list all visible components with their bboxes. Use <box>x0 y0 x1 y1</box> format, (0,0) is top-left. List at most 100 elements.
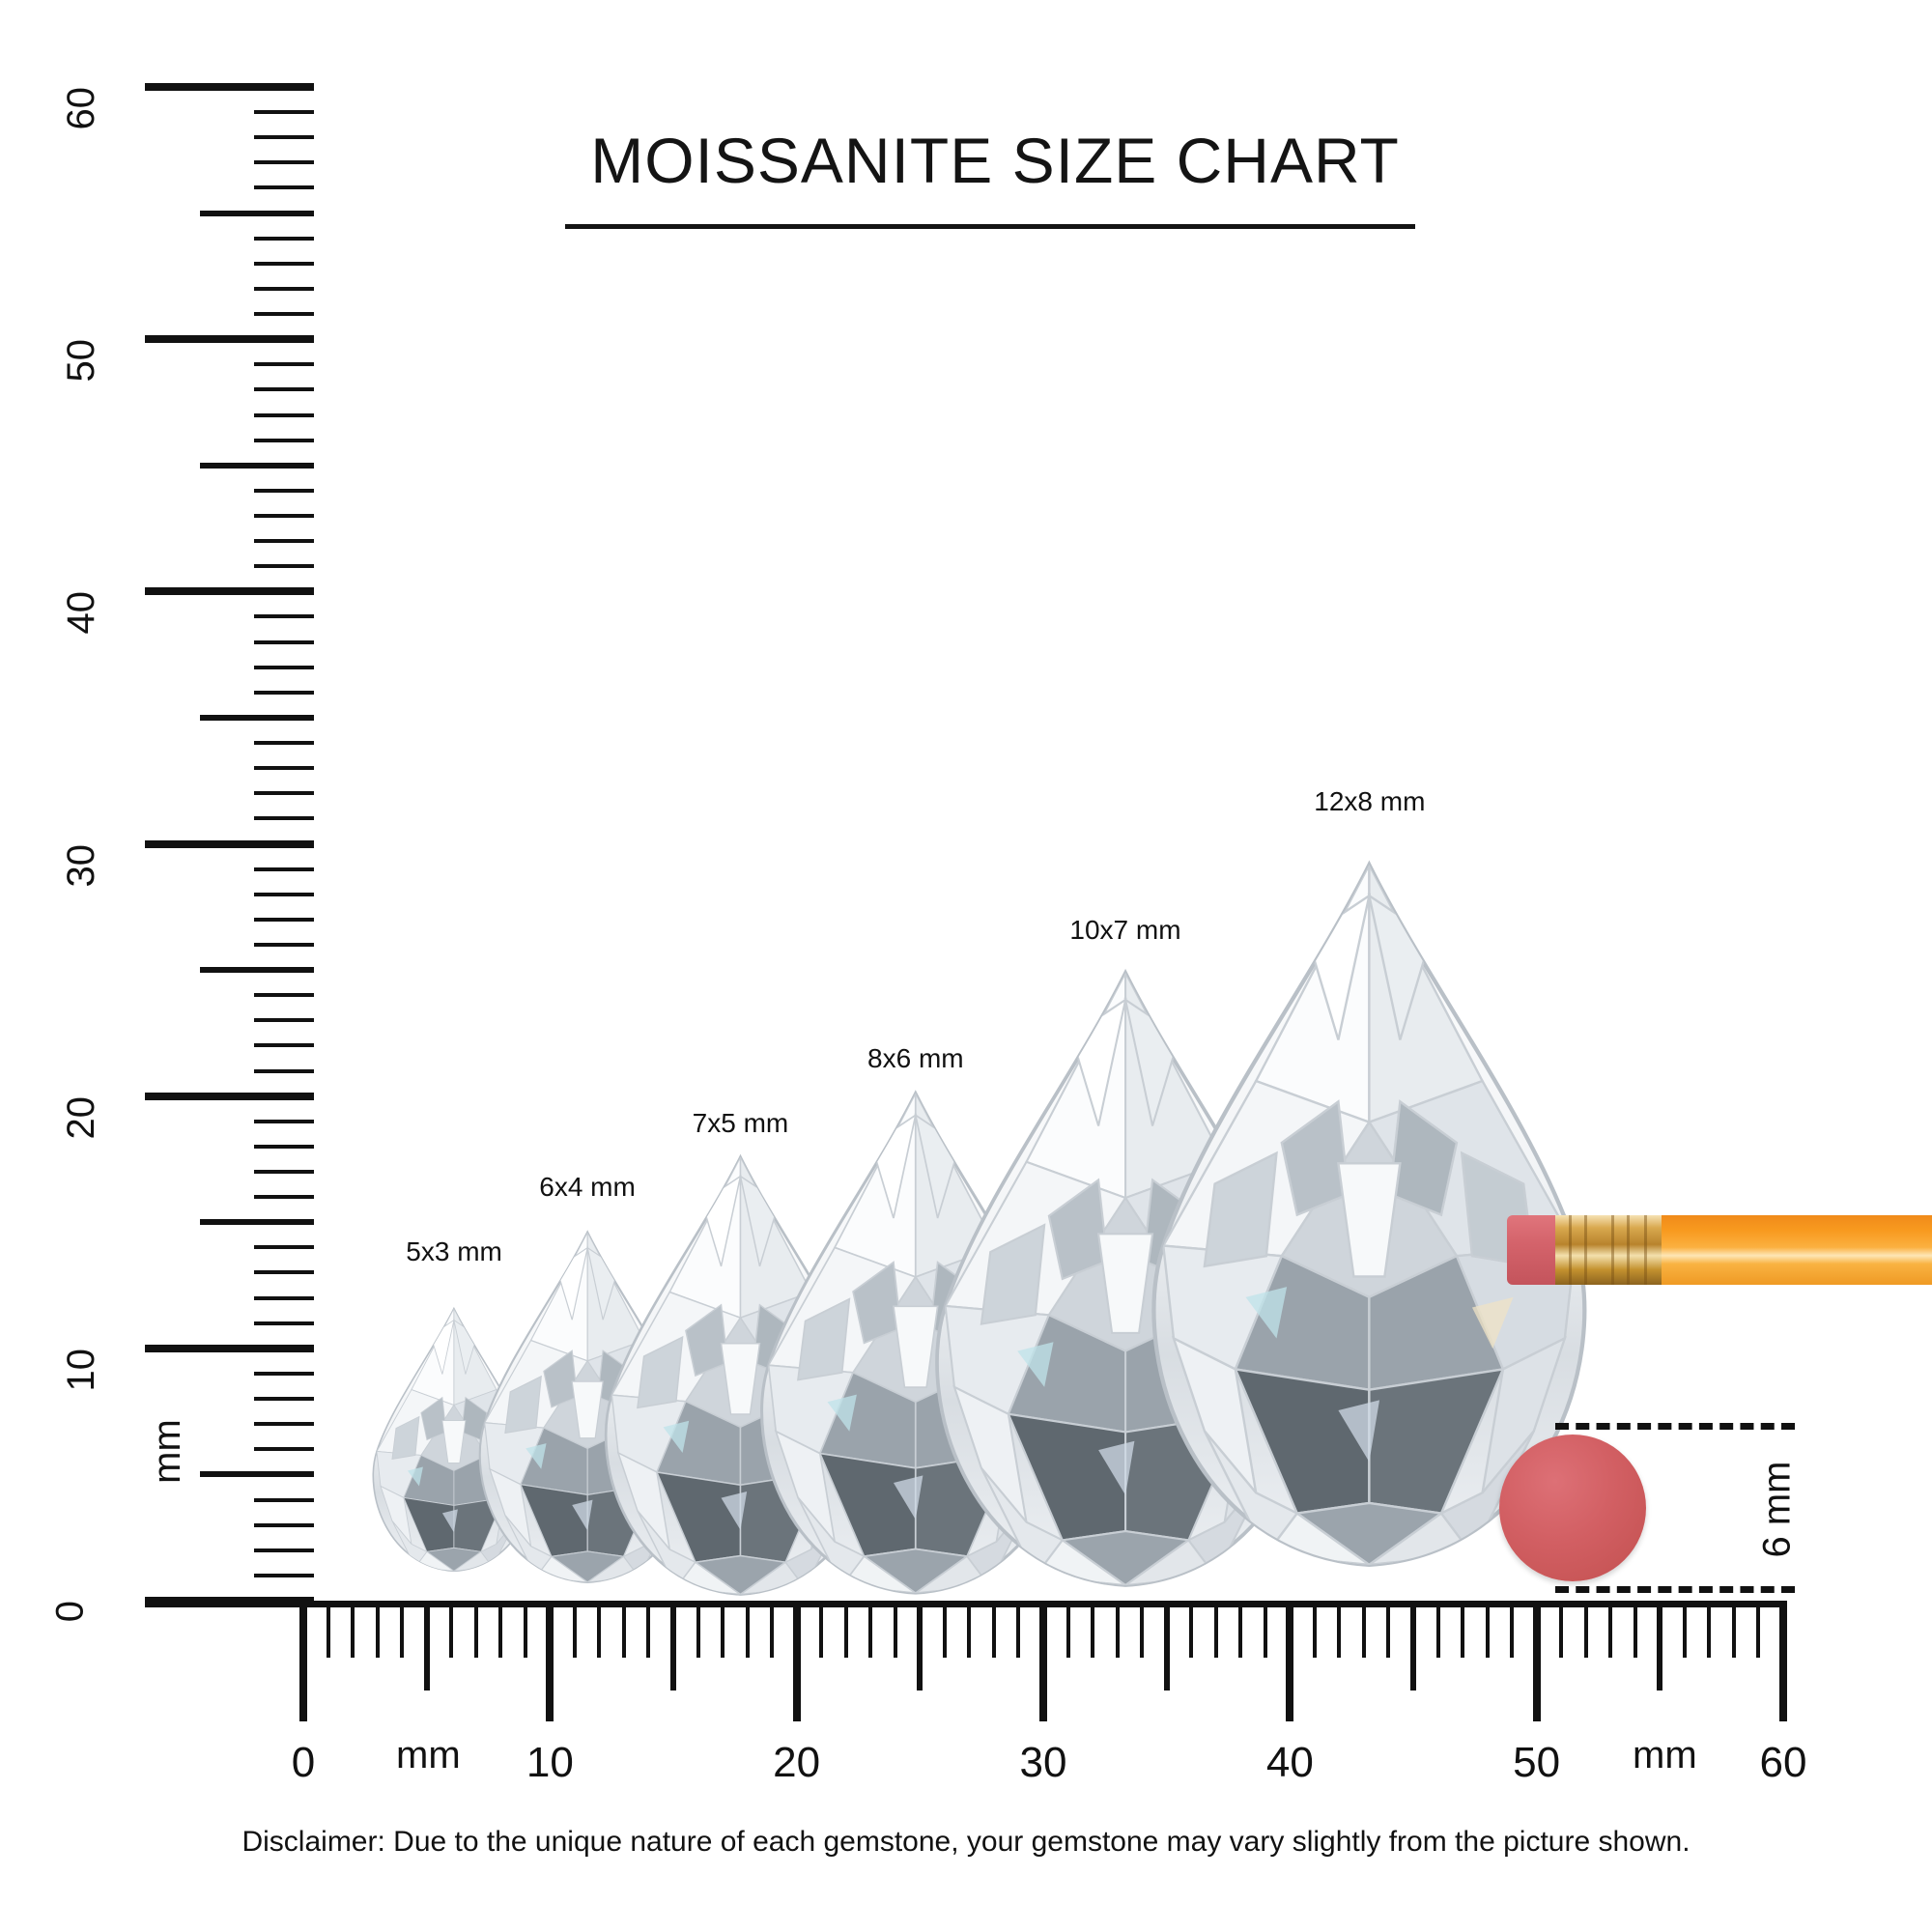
hruler-tick-minor <box>1682 1607 1687 1658</box>
hruler-tick-minor <box>1435 1607 1440 1658</box>
hruler-tick-minor <box>1091 1607 1095 1658</box>
hruler-tick-major <box>1039 1607 1047 1721</box>
gemstone-size-label: 7x5 mm <box>692 1107 789 1138</box>
pencil-eraser <box>1507 1215 1557 1285</box>
eraser-dimension-label: 6 mm <box>1755 1461 1799 1558</box>
hruler-tick-minor <box>868 1607 873 1658</box>
baseline-axis <box>145 1601 1787 1607</box>
hruler-tick-minor <box>473 1607 478 1658</box>
vruler-label: 30 <box>59 843 102 888</box>
vruler-tick-mid <box>200 210 314 216</box>
hruler-tick-minor <box>696 1607 700 1658</box>
vruler-tick-minor <box>254 1245 314 1250</box>
hruler-tick-minor <box>1263 1607 1267 1658</box>
hruler-tick-minor <box>1016 1607 1021 1658</box>
vruler-label: 60 <box>59 87 102 130</box>
vruler-tick-minor <box>254 1018 314 1023</box>
hruler-tick-minor <box>1238 1607 1243 1658</box>
horizontal-ruler-unit-label-left: mm <box>396 1734 461 1776</box>
vruler-tick-mid <box>200 714 314 721</box>
hruler-tick-minor <box>1361 1607 1366 1658</box>
vruler-tick-minor <box>254 236 314 241</box>
vruler-tick-minor <box>254 1548 314 1552</box>
hruler-tick-minor <box>1189 1607 1194 1658</box>
hruler-tick-minor <box>1583 1607 1588 1658</box>
vruler-tick-minor <box>254 362 314 367</box>
vruler-tick-minor <box>254 816 314 821</box>
hruler-tick-minor <box>351 1607 355 1658</box>
pencil-reference <box>1507 1215 1932 1285</box>
vruler-tick-minor <box>254 917 314 922</box>
vruler-tick-minor <box>254 993 314 998</box>
hruler-tick-minor <box>375 1607 380 1658</box>
hruler-tick-mid <box>1163 1607 1170 1690</box>
pencil-body <box>1662 1215 1932 1285</box>
hruler-tick-minor <box>1337 1607 1342 1658</box>
hruler-label: 0 <box>291 1739 316 1786</box>
title-underline <box>565 224 1415 229</box>
vruler-tick-minor <box>254 438 314 442</box>
hruler-tick-minor <box>1485 1607 1490 1658</box>
hruler-tick-minor <box>1510 1607 1515 1658</box>
hruler-label: 40 <box>1265 1739 1314 1786</box>
hruler-tick-minor <box>572 1607 577 1658</box>
vruler-label: 0 <box>48 1601 92 1623</box>
hruler-tick-minor <box>498 1607 503 1658</box>
vruler-tick-minor <box>254 766 314 771</box>
vruler-tick-major <box>145 587 314 596</box>
hruler-tick-minor <box>646 1607 651 1658</box>
vruler-tick-minor <box>254 1397 314 1402</box>
hruler-tick-mid <box>917 1607 923 1690</box>
hruler-tick-minor <box>523 1607 527 1658</box>
hruler-label: 30 <box>1019 1739 1067 1786</box>
gemstone-size-label: 6x4 mm <box>539 1172 636 1203</box>
disclaimer-text: Disclaimer: Due to the unique nature of … <box>242 1826 1690 1858</box>
vruler-tick-minor <box>254 665 314 669</box>
horizontal-ruler <box>0 1607 1932 1733</box>
vruler-tick-minor <box>254 867 314 871</box>
gemstone-size-label: 5x3 mm <box>406 1236 502 1266</box>
hruler-tick-major <box>299 1607 307 1721</box>
hruler-tick-minor <box>967 1607 972 1658</box>
vruler-tick-minor <box>254 312 314 317</box>
gemstone-item[interactable]: 12x8 mm <box>1112 786 1627 1601</box>
vruler-tick-minor <box>254 741 314 746</box>
hruler-tick-major <box>1286 1607 1294 1721</box>
hruler-tick-major <box>546 1607 554 1721</box>
vruler-tick-mid <box>200 967 314 974</box>
vruler-label: 50 <box>59 339 102 383</box>
vruler-tick-minor <box>254 1119 314 1123</box>
vruler-label: 40 <box>59 591 102 635</box>
gemstone-item[interactable]: 10x7 mm <box>900 915 1350 1601</box>
hruler-label: 20 <box>773 1739 821 1786</box>
vertical-ruler <box>145 83 314 1605</box>
vruler-tick-minor <box>254 942 314 947</box>
hruler-tick-minor <box>893 1607 897 1658</box>
vruler-tick-minor <box>254 614 314 619</box>
vruler-tick-minor <box>254 1144 314 1149</box>
vruler-tick-minor <box>254 1422 314 1427</box>
vertical-ruler-unit-label: mm <box>145 1419 188 1484</box>
vruler-tick-minor <box>254 1068 314 1073</box>
vruler-tick-minor <box>254 185 314 190</box>
hruler-tick-minor <box>1707 1607 1712 1658</box>
hruler-tick-mid <box>1657 1607 1663 1690</box>
hruler-tick-major <box>1779 1607 1787 1721</box>
page-title: MOISSANITE SIZE CHART <box>590 125 1400 196</box>
hruler-tick-minor <box>1213 1607 1218 1658</box>
vruler-tick-minor <box>254 387 314 392</box>
hruler-tick-mid <box>1410 1607 1416 1690</box>
hruler-tick-minor <box>1731 1607 1736 1658</box>
vruler-tick-minor <box>254 135 314 140</box>
vruler-tick-minor <box>254 639 314 644</box>
vruler-tick-mid <box>200 462 314 469</box>
hruler-tick-minor <box>745 1607 750 1658</box>
vruler-tick-minor <box>254 1371 314 1376</box>
vruler-tick-major <box>145 839 314 848</box>
hruler-tick-minor <box>1065 1607 1070 1658</box>
hruler-tick-minor <box>770 1607 775 1658</box>
vruler-tick-minor <box>254 539 314 544</box>
hruler-tick-minor <box>1633 1607 1637 1658</box>
vruler-tick-major <box>145 83 314 91</box>
